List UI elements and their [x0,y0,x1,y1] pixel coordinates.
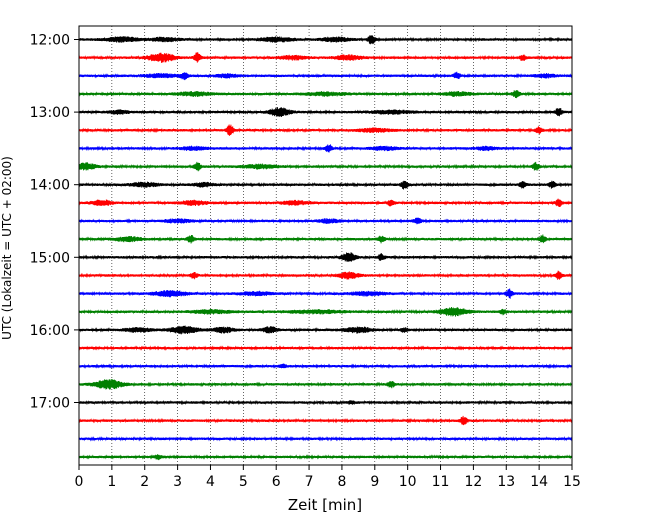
trace-group [78,35,573,461]
x-tick-label-7: 7 [305,474,314,490]
trace-1430 [78,217,573,225]
trace-1700 [78,399,573,406]
y-tick-label-4: 16:00 [30,323,70,339]
x-tick-label-14: 14 [530,474,548,490]
x-tick-label-5: 5 [239,474,248,490]
x-tick-label-3: 3 [173,474,182,490]
x-tick-label-12: 12 [464,474,482,490]
x-tick-label-8: 8 [337,474,346,490]
x-tick-label-6: 6 [272,474,281,490]
trace-1600 [78,325,573,335]
x-axis-label: Zeit [min] [288,496,362,514]
trace-1630 [78,363,573,370]
trace-1245 [78,89,573,99]
x-tick-label-9: 9 [370,474,379,490]
trace-1645 [78,378,573,390]
trace-1730 [78,435,573,442]
x-tick-label-10: 10 [399,474,417,490]
trace-1445 [78,234,573,244]
y-tick-label-2: 14:00 [30,178,70,194]
y-tick-label-1: 13:00 [30,105,70,121]
trace-1545 [78,306,573,317]
trace-1500 [78,252,573,262]
trace-1330 [78,144,573,153]
y-tick-label-0: 12:00 [30,33,70,49]
trace-1200 [78,35,573,45]
trace-1345 [78,161,573,172]
y-axis-label: UTC (Lokalzeit = UTC + 02:00) [0,156,14,340]
x-tick-label-1: 1 [107,474,116,490]
trace-1300 [78,107,573,118]
x-tick-label-2: 2 [140,474,149,490]
trace-1515 [78,270,573,280]
trace-1315 [78,124,573,136]
trace-1230 [78,71,573,81]
trace-1745 [78,454,573,461]
trace-1215 [78,52,573,63]
y-tick-label-5: 17:00 [30,396,70,412]
plot-area [79,26,572,465]
y-tick-label-3: 15:00 [30,250,70,266]
x-tick-label-4: 4 [206,474,215,490]
x-tick-label-15: 15 [563,474,581,490]
x-tick-label-11: 11 [432,474,450,490]
x-tick-label-13: 13 [497,474,515,490]
trace-1615 [78,345,573,351]
trace-1715 [78,415,573,426]
trace-1400 [78,180,573,190]
x-tick-label-0: 0 [75,474,84,490]
trace-1530 [78,288,573,299]
trace-1415 [78,198,573,207]
plot-frame [78,25,573,466]
vertical-grid [111,26,540,465]
x-axis-ticks: 0 1 2 3 4 5 6 7 8 9 10 11 12 13 14 15 [75,465,581,490]
y-axis-ticks: 12:00 13:00 14:00 15:00 16:00 17:00 [30,33,79,412]
